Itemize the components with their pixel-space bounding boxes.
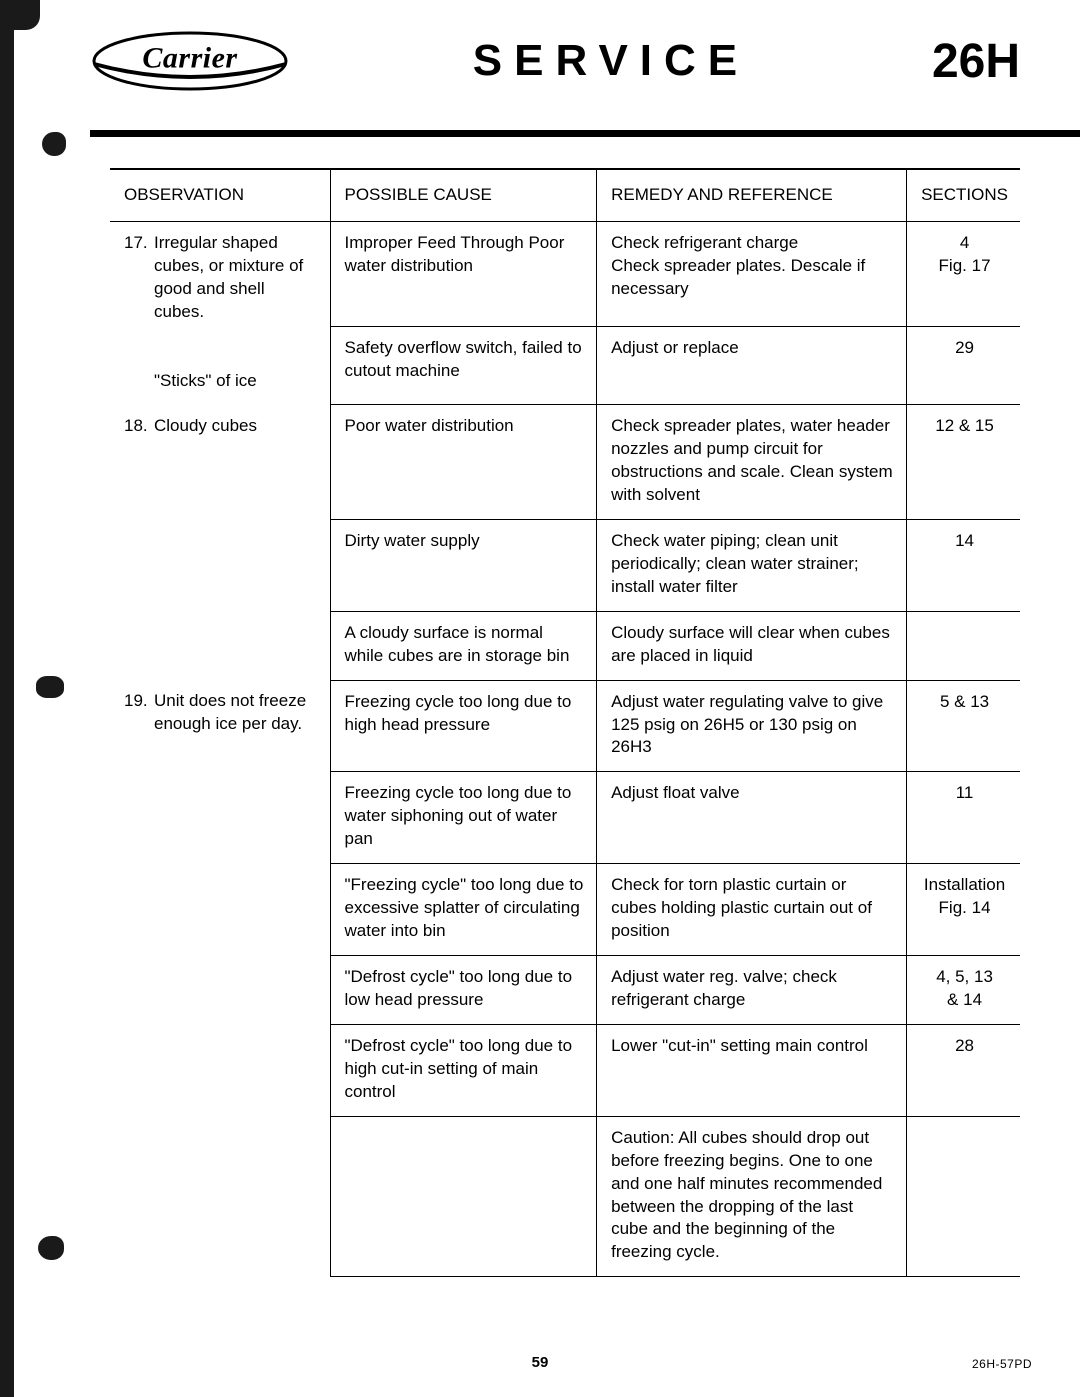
remedy-cell: Check refrigerant charge Check spreader … (597, 221, 907, 326)
remedy-cell: Lower "cut-in" setting main control (597, 1024, 907, 1116)
sections-cell (907, 611, 1020, 680)
sections-cell: 4 Fig. 17 (907, 221, 1020, 326)
col-cause: POSSIBLE CAUSE (330, 169, 597, 221)
remedy-cell: Adjust or replace (597, 326, 907, 405)
remedy-cell: Check water piping; clean unit periodica… (597, 519, 907, 611)
carrier-logo: Carrier (90, 30, 290, 92)
table-row: 18.Cloudy cubes Poor water distributionCh… (110, 405, 1020, 520)
col-sections: SECTIONS (907, 169, 1020, 221)
page-scan-edge (0, 0, 14, 1397)
col-remedy: REMEDY AND REFERENCE (597, 169, 907, 221)
sections-cell: 5 & 13 (907, 680, 1020, 772)
col-observation: OBSERVATION (110, 169, 330, 221)
cause-cell: "Freezing cycle" too long due to excessi… (330, 864, 597, 956)
cause-cell: "Defrost cycle" too long due to low head… (330, 956, 597, 1025)
sections-cell (907, 1116, 1020, 1277)
remedy-cell: Adjust water reg. valve; check refrigera… (597, 956, 907, 1025)
sections-cell: 4, 5, 13 & 14 (907, 956, 1020, 1025)
header-rule (90, 130, 1080, 137)
sections-cell: 29 (907, 326, 1020, 405)
observation-number: 18. (124, 415, 150, 438)
cause-cell: Poor water distribution (330, 405, 597, 520)
sections-cell: 11 (907, 772, 1020, 864)
observation-text: Unit does not freeze enough ice per day. (150, 690, 318, 736)
cause-cell: A cloudy surface is normal while cubes a… (330, 611, 597, 680)
sections-cell: 14 (907, 519, 1020, 611)
page-scan-corner (14, 0, 40, 30)
binder-punch-icon (38, 1236, 64, 1260)
remedy-cell: Adjust float valve (597, 772, 907, 864)
observation-text: Cloudy cubes (150, 415, 257, 438)
cause-cell: "Defrost cycle" too long due to high cut… (330, 1024, 597, 1116)
document-code: 26H-57PD (972, 1357, 1032, 1371)
remedy-cell: Check spreader plates, water header nozz… (597, 405, 907, 520)
binder-punch-icon (36, 676, 64, 698)
observation-number: 19. (124, 690, 150, 736)
remedy-cell: Caution: All cubes should drop out befor… (597, 1116, 907, 1277)
table-row: 19.Unit does not freeze enough ice per d… (110, 680, 1020, 772)
table-row: 17.Irregular shaped cubes, or mixture of… (110, 221, 1020, 326)
cause-cell: Freezing cycle too long due to water sip… (330, 772, 597, 864)
cause-cell: Dirty water supply (330, 519, 597, 611)
remedy-cell: Check for torn plastic curtain or cubes … (597, 864, 907, 956)
cause-cell: Improper Feed Through Poor water distrib… (330, 221, 597, 326)
troubleshooting-table: OBSERVATION POSSIBLE CAUSE REMEDY AND RE… (110, 168, 1020, 1277)
binder-punch-icon (42, 132, 66, 156)
cause-cell: Safety overflow switch, failed to cutout… (330, 326, 597, 405)
cause-cell: Freezing cycle too long due to high head… (330, 680, 597, 772)
sections-cell: Installation Fig. 14 (907, 864, 1020, 956)
observation-cell: 18.Cloudy cubes (110, 405, 330, 680)
table-header-row: OBSERVATION POSSIBLE CAUSE REMEDY AND RE… (110, 169, 1020, 221)
observation-number: 17. (124, 232, 150, 324)
page-header: Carrier SERVICE 26H (90, 30, 1040, 92)
cause-cell (330, 1116, 597, 1277)
page-number: 59 (532, 1354, 549, 1371)
model-number: 26H (932, 34, 1020, 89)
page-title: SERVICE (473, 36, 749, 86)
remedy-cell: Adjust water regulating valve to give 12… (597, 680, 907, 772)
observation-cell: 17.Irregular shaped cubes, or mixture of… (110, 221, 330, 404)
observation-extra: "Sticks" of ice (124, 370, 318, 393)
remedy-cell: Cloudy surface will clear when cubes are… (597, 611, 907, 680)
observation-cell: 19.Unit does not freeze enough ice per d… (110, 680, 330, 1277)
logo-text: Carrier (142, 41, 237, 75)
observation-text: Irregular shaped cubes, or mixture of go… (150, 232, 318, 324)
sections-cell: 12 & 15 (907, 405, 1020, 520)
sections-cell: 28 (907, 1024, 1020, 1116)
